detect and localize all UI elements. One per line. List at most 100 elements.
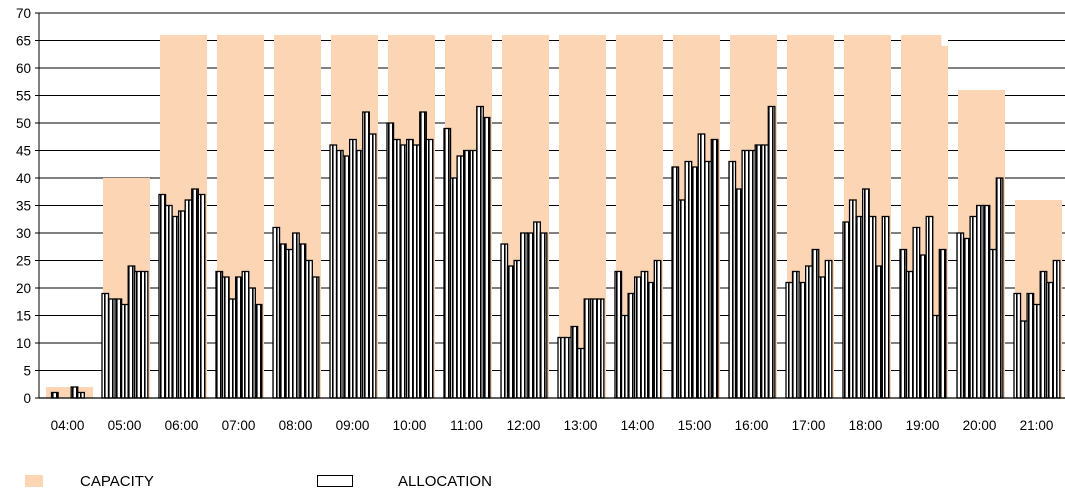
allocation-bar-13:00-4 (577, 347, 585, 399)
allocation-bar-11:00-4 (462, 149, 471, 399)
x-tick-label-21:00: 21:00 (1020, 418, 1054, 433)
allocation-bar-10:00-5 (412, 144, 421, 399)
allocation-bar-13:00-3 (570, 325, 579, 399)
allocation-bar-11:00-5 (469, 149, 478, 399)
allocation-bar-14:00-7 (653, 259, 662, 399)
allocation-bar-14:00-2 (620, 314, 629, 399)
allocation-bar-12:00-1 (500, 243, 509, 399)
x-tick-label-13:00: 13:00 (564, 418, 598, 433)
y-tick-label-30: 30 (16, 226, 31, 241)
gridlines (39, 12, 1065, 371)
allocation-bar-15:00-7 (710, 138, 719, 399)
allocation-bar-13:00-5 (583, 298, 592, 399)
allocation-bar-21:00-2 (1019, 320, 1028, 399)
allocation-bar-16:00-5 (754, 144, 763, 399)
capacity-bar-04:00 (46, 387, 93, 398)
allocation-bar-13:00-1 (557, 336, 566, 399)
allocation-bar-19:00-5 (925, 215, 934, 399)
allocation-bar-07:00-1 (215, 270, 224, 399)
allocation-bar-15:00-6 (704, 160, 712, 399)
allocation-bar-21:00-6 (1046, 281, 1054, 399)
allocation-bar-10:00-4 (405, 138, 414, 399)
allocation-bar-09:00-7 (368, 133, 377, 399)
allocation-bar-19:00-2 (905, 270, 914, 399)
x-tick-label-09:00: 09:00 (336, 418, 370, 433)
allocation-bar-12:00-2 (506, 265, 515, 399)
x-tick-label-20:00: 20:00 (963, 418, 997, 433)
allocation-bar-20:00-2 (962, 237, 971, 399)
allocation-bar-18:00-6 (875, 265, 883, 399)
x-tick-label-08:00: 08:00 (279, 418, 313, 433)
y-tick-label-40: 40 (16, 171, 31, 186)
allocation-bar-10:00-7 (425, 138, 434, 399)
allocation-bar-12:00-4 (520, 232, 528, 399)
allocation-bar-07:00-3 (228, 298, 237, 399)
allocation-bar-16:00-3 (741, 149, 750, 399)
allocation-bar-19:00-1 (899, 248, 908, 399)
allocation-bar-21:00-3 (1026, 292, 1035, 399)
allocation-bar-05:00-6 (134, 270, 142, 399)
allocation-bar-05:00-7 (140, 270, 149, 399)
allocation-bar-07:00-4 (234, 276, 243, 399)
allocation-bar-17:00-5 (811, 248, 820, 399)
allocation-bar-11:00-3 (456, 155, 465, 399)
allocation-bar-14:00-6 (647, 281, 655, 399)
allocation-bar-05:00-2 (107, 298, 116, 399)
x-tick-label-10:00: 10:00 (393, 418, 427, 433)
allocation-bar-08:00-2 (278, 243, 287, 399)
allocation-bar-05:00-5 (127, 265, 136, 399)
x-tick-label-12:00: 12:00 (507, 418, 541, 433)
allocation-bar-11:00-2 (449, 177, 458, 399)
allocation-bar-08:00-7 (311, 276, 320, 399)
allocation-bar-14:00-4 (634, 276, 642, 399)
allocation-bar-07:00-5 (241, 270, 250, 399)
allocation-bar-15:00-2 (677, 199, 686, 399)
x-tick-label-19:00: 19:00 (906, 418, 940, 433)
allocation-bar-05:00-4 (121, 303, 129, 399)
y-tick-label-65: 65 (16, 34, 31, 49)
y-tick-label-25: 25 (16, 254, 31, 269)
x-tick-label-18:00: 18:00 (849, 418, 883, 433)
y-tick-labels: 0 5 10 15 20 25 30 35 40 45 50 55 60 65 70 (16, 6, 31, 406)
x-tick-label-14:00: 14:00 (621, 418, 655, 433)
allocation-bar-07:00-2 (221, 276, 230, 399)
x-tick-labels: 04:00 05:00 06:00 07:00 08:00 09:00 10:00 11:00… (51, 418, 1054, 433)
allocation-bar-16:00-4 (748, 149, 756, 399)
allocation-bar-20:00-7 (995, 177, 1004, 399)
legend-allocation: ALLOCATION (317, 470, 492, 492)
allocation-bar-08:00-4 (291, 232, 300, 399)
legend-capacity: CAPACITY (25, 470, 154, 492)
allocation-bar-15:00-5 (697, 133, 706, 399)
y-tick-label-60: 60 (16, 61, 31, 76)
y-tick-label-50: 50 (16, 116, 31, 131)
allocation-bar-14:00-1 (614, 270, 623, 399)
allocation-bar-07:00-6 (248, 287, 256, 399)
allocation-bar-16:00-2 (734, 188, 743, 399)
allocation-bar-10:00-3 (399, 144, 408, 399)
x-tick-label-15:00: 15:00 (678, 418, 712, 433)
x-tick-label-17:00: 17:00 (792, 418, 826, 433)
y-tick-label-70: 70 (16, 6, 31, 21)
x-tick-label-11:00: 11:00 (450, 418, 483, 433)
allocation-bar-21:00-5 (1039, 270, 1048, 399)
allocation-bar-06:00-6 (191, 188, 199, 399)
allocation-bar-12:00-5 (526, 232, 535, 399)
y-tick-label-45: 45 (16, 144, 31, 159)
allocation-bar-09:00-5 (355, 149, 364, 399)
allocation-bar-20:00-3 (969, 215, 978, 399)
allocation-bar-20:00-6 (989, 248, 997, 399)
allocation-bar-19:00-6 (932, 314, 940, 399)
allocation-bar-21:00-4 (1033, 303, 1041, 399)
allocation-bar-09:00-1 (329, 144, 338, 399)
y-tick-label-20: 20 (16, 281, 31, 296)
allocation-bar-17:00-1 (785, 281, 794, 399)
y-tick-label-0: 0 (23, 391, 31, 406)
allocation-bar-19:00-7 (938, 248, 947, 399)
x-tick-label-16:00: 16:00 (735, 418, 769, 433)
allocation-bar-19:00-3 (912, 226, 921, 399)
allocation-bar-20:00-1 (956, 232, 965, 399)
allocation-bar-20:00-4 (976, 204, 984, 399)
allocation-bar-06:00-5 (184, 199, 193, 399)
allocation-bar-16:00-1 (728, 160, 737, 399)
